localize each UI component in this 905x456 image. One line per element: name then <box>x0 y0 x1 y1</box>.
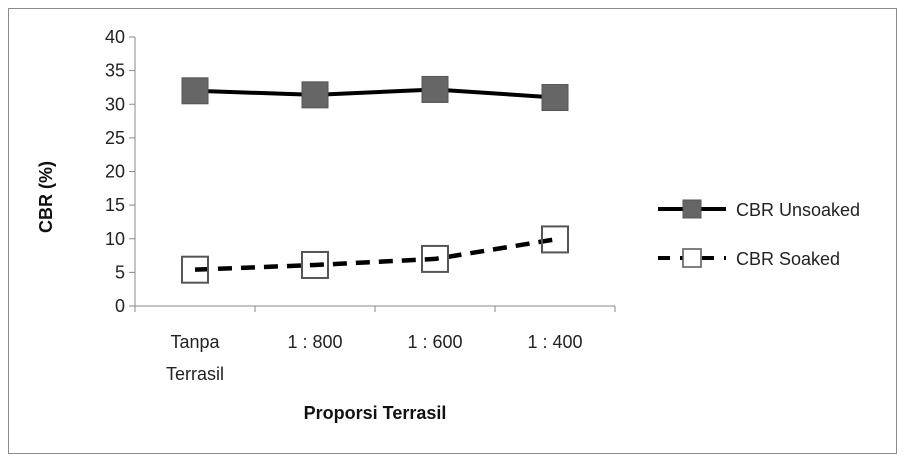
legend-marker <box>682 199 702 219</box>
data-point <box>541 225 569 254</box>
y-tick-label: 30 <box>105 94 125 114</box>
data-point <box>541 84 569 112</box>
x-axis-title: Proporsi Terrasil <box>304 403 447 423</box>
series-1 <box>181 75 569 112</box>
legend: CBR Unsoaked CBR Soaked <box>658 199 860 269</box>
y-tick-label: 25 <box>105 128 125 148</box>
x-tick-label: 1 : 400 <box>527 332 582 352</box>
series-2 <box>181 225 569 284</box>
y-axis-title: CBR (%) <box>36 161 56 233</box>
y-ticks: 0 5 10 15 20 25 30 35 40 <box>105 27 135 316</box>
x-tick-label: Tanpa <box>170 332 220 352</box>
y-tick-label: 10 <box>105 229 125 249</box>
x-tick-label: 1 : 800 <box>287 332 342 352</box>
x-ticks: Tanpa Terrasil 1 : 800 1 : 600 1 : 400 <box>134 306 616 384</box>
chart-area <box>8 8 897 454</box>
legend-marker <box>682 248 702 268</box>
series-layer <box>181 75 569 284</box>
series-line <box>194 237 556 272</box>
x-tick-label: Terrasil <box>166 364 224 384</box>
data-point <box>421 244 449 273</box>
data-point <box>181 255 209 284</box>
data-point <box>301 250 329 279</box>
legend-label: CBR Unsoaked <box>736 200 860 220</box>
y-tick-label: 15 <box>105 195 125 215</box>
y-tick-label: 5 <box>115 262 125 282</box>
legend-label: CBR Soaked <box>736 249 840 269</box>
data-point <box>181 77 209 105</box>
data-point <box>301 81 329 109</box>
series-line <box>194 87 556 100</box>
y-tick-label: 20 <box>105 162 125 182</box>
y-tick-label: 0 <box>115 296 125 316</box>
y-tick-label: 40 <box>105 27 125 47</box>
x-tick-label: 1 : 600 <box>407 332 462 352</box>
y-tick-label: 35 <box>105 61 125 81</box>
data-point <box>421 75 449 103</box>
